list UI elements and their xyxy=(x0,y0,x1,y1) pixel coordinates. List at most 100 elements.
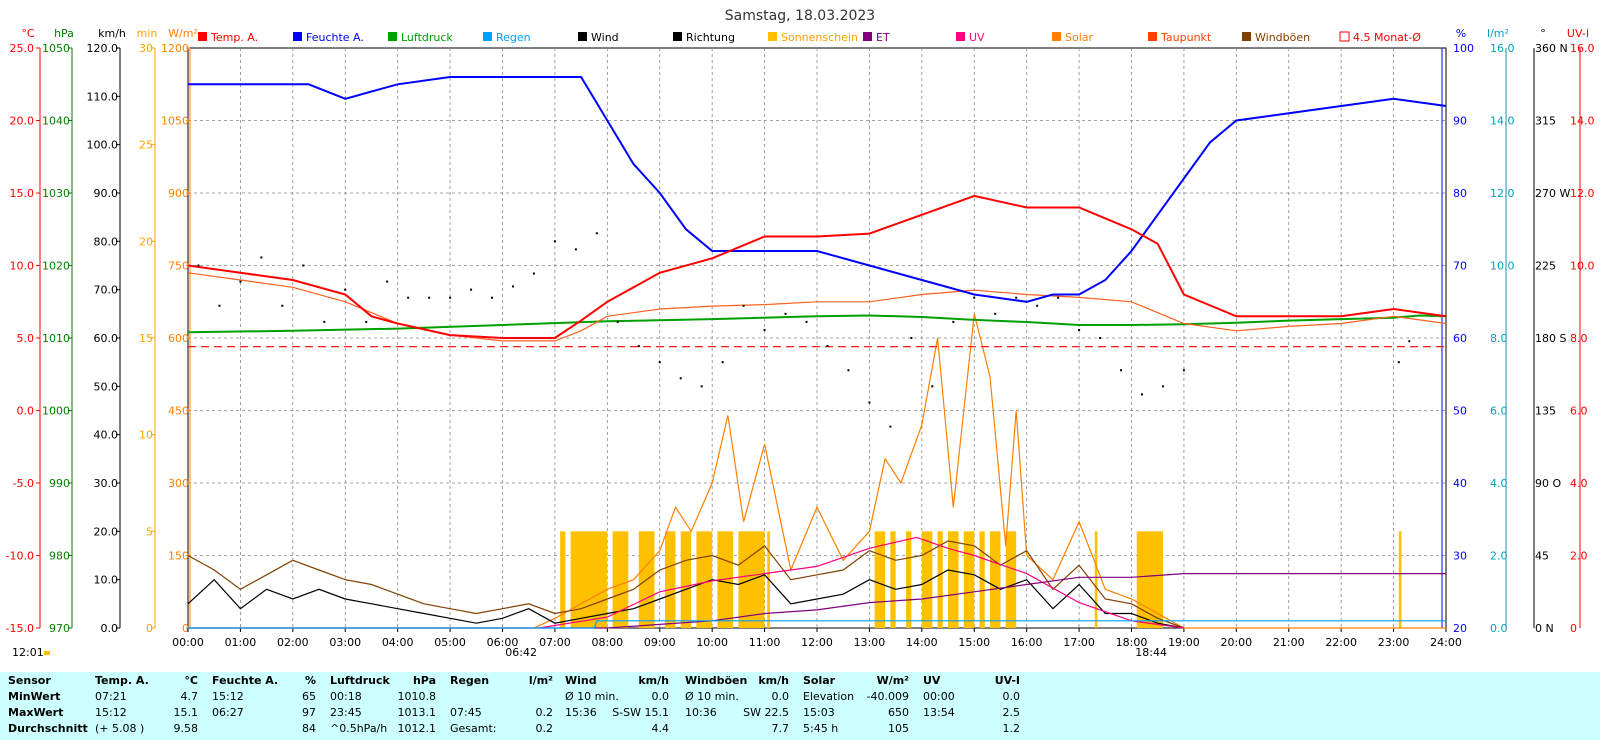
legend-swatch-temp-a xyxy=(198,32,207,41)
stats-row-label: MinWert xyxy=(8,690,61,703)
x-tick-label: 14:00 xyxy=(906,636,938,649)
x-tick-label: 15:00 xyxy=(958,636,990,649)
direction-dot xyxy=(595,232,598,235)
sunshine-bar xyxy=(921,531,933,628)
legend-label-regen: Regen xyxy=(496,31,531,44)
axis-tick-label: 1000 xyxy=(42,405,70,418)
axis-tick-label: 30 xyxy=(1453,550,1467,563)
stats-header-regen: Regen xyxy=(450,674,490,687)
direction-dot xyxy=(889,425,892,428)
axis-tick-label: 90 xyxy=(1453,115,1467,128)
axis-unit-label: min xyxy=(137,27,158,40)
stats-cell-value: 650 xyxy=(888,706,909,719)
direction-dot xyxy=(868,401,871,404)
axis-tick-label: 100.0 xyxy=(87,139,119,152)
axis-unit-label: hPa xyxy=(54,27,74,40)
axis-tick-label: 990 xyxy=(49,477,70,490)
direction-dot xyxy=(973,296,976,299)
direction-dot xyxy=(449,296,452,299)
axis-tick-label: 60.0 xyxy=(94,332,119,345)
legend-label-4-5-monat: 4.5 Monat-Ø xyxy=(1353,31,1421,44)
legend-swatch-et xyxy=(863,32,872,41)
stats-header-temp-a: Temp. A. xyxy=(95,674,149,687)
x-tick-label: 03:00 xyxy=(329,636,361,649)
direction-dot xyxy=(218,304,221,307)
stats-unit: UV-I xyxy=(994,674,1020,687)
legend-swatch-sonnenschein xyxy=(768,32,777,41)
legend-swatch-uv xyxy=(956,32,965,41)
direction-dot xyxy=(1140,393,1143,396)
legend-label-windb-en: Windböen xyxy=(1255,31,1310,44)
chart-footer: 12:01 06:42 18:44 xyxy=(12,646,1167,659)
axis-tick-label: 10.0 xyxy=(1490,260,1515,273)
direction-dot xyxy=(1036,304,1039,307)
stats-cell-time: ^0.5hPa/h xyxy=(330,722,388,735)
stats-cell-time: 15:36 xyxy=(565,706,597,719)
footer-sunset: 18:44 xyxy=(1135,646,1167,659)
direction-dot xyxy=(952,320,955,323)
footer-time-left: 12:01 xyxy=(12,646,44,659)
x-tick-label: 16:00 xyxy=(1011,636,1043,649)
axis-tick-label: 750 xyxy=(168,260,189,273)
axis-tick-label: 150 xyxy=(168,550,189,563)
stats-cell-value: 0.0 xyxy=(771,690,790,703)
axis-tick-label: 40.0 xyxy=(94,429,119,442)
axis-tick-label: 270 W xyxy=(1535,187,1570,200)
x-tick-label: 02:00 xyxy=(277,636,309,649)
sunshine-bar xyxy=(612,531,629,628)
direction-dot xyxy=(470,288,473,291)
stats-cell-value: 9.58 xyxy=(173,722,199,735)
stats-cell-value: 4.7 xyxy=(180,690,199,703)
series-line-temp-a xyxy=(187,194,1447,339)
legend-swatch-windb-en xyxy=(1242,32,1251,41)
legend-label-luftdruck: Luftdruck xyxy=(401,31,453,44)
axis-tick-label: 16.0 xyxy=(1570,42,1595,55)
axis-tick-label: 315 xyxy=(1535,115,1556,128)
axis-tick-label: 0 xyxy=(1570,622,1577,635)
axis-tick-label: 300 xyxy=(168,477,189,490)
x-tick-label: 06:00 xyxy=(487,636,519,649)
axis-tick-label: 15.0 xyxy=(10,187,35,200)
axis-tick-label: 2.0 xyxy=(1570,550,1588,563)
legend-label-taupunkt: Taupunkt xyxy=(1160,31,1212,44)
direction-dot xyxy=(1099,337,1102,339)
axis-unit-label: % xyxy=(1456,27,1466,40)
stats-unit: °C xyxy=(184,674,198,687)
direction-dot xyxy=(910,337,913,339)
axis-tick-label: 2.0 xyxy=(1490,550,1508,563)
direction-dot xyxy=(491,296,494,299)
direction-dot xyxy=(260,256,263,259)
axis-unit-label: °C xyxy=(21,27,35,40)
stats-cell-time: 07:45 xyxy=(450,706,482,719)
stats-cell-value: 1012.1 xyxy=(397,722,437,735)
axis-tick-label: 4.0 xyxy=(1490,477,1508,490)
x-tick-label: 12:00 xyxy=(801,636,833,649)
stats-cell-value: S-SW 15.1 xyxy=(612,706,669,719)
x-tick-label: 05:00 xyxy=(434,636,466,649)
direction-dot xyxy=(323,320,326,323)
series-lines xyxy=(187,76,1447,629)
stats-cell-time: Elevation xyxy=(803,690,855,703)
sunshine-bar xyxy=(937,531,943,628)
grid xyxy=(188,48,1446,628)
legend-swatch-luftdruck xyxy=(388,32,397,41)
axis-tick-label: 14.0 xyxy=(1490,115,1515,128)
axis-tick-label: 4.0 xyxy=(1570,477,1588,490)
axis-tick-label: 45 xyxy=(1535,550,1549,563)
direction-dot xyxy=(239,280,242,283)
stats-cell-time: 5:45 h xyxy=(803,722,839,735)
legend-swatch-4-5-monat xyxy=(1339,31,1350,42)
axis-tick-label: 20 xyxy=(1453,622,1467,635)
legend-label-wind: Wind xyxy=(591,31,619,44)
stats-cell-value: 105 xyxy=(888,722,909,735)
direction-dot xyxy=(1408,340,1411,343)
axis-tick-label: 135 xyxy=(1535,405,1556,418)
axis-tick-label: 1040 xyxy=(42,115,70,128)
axis-tick-label: 980 xyxy=(49,550,70,563)
axis-tick-label: 1020 xyxy=(42,260,70,273)
axis-tick-label: 6.0 xyxy=(1570,405,1588,418)
stats-cell-time: 06:27 xyxy=(212,706,244,719)
x-tick-label: 24:00 xyxy=(1430,636,1462,649)
stats-header-sensor: Sensor xyxy=(8,674,51,687)
direction-dot xyxy=(197,264,200,267)
